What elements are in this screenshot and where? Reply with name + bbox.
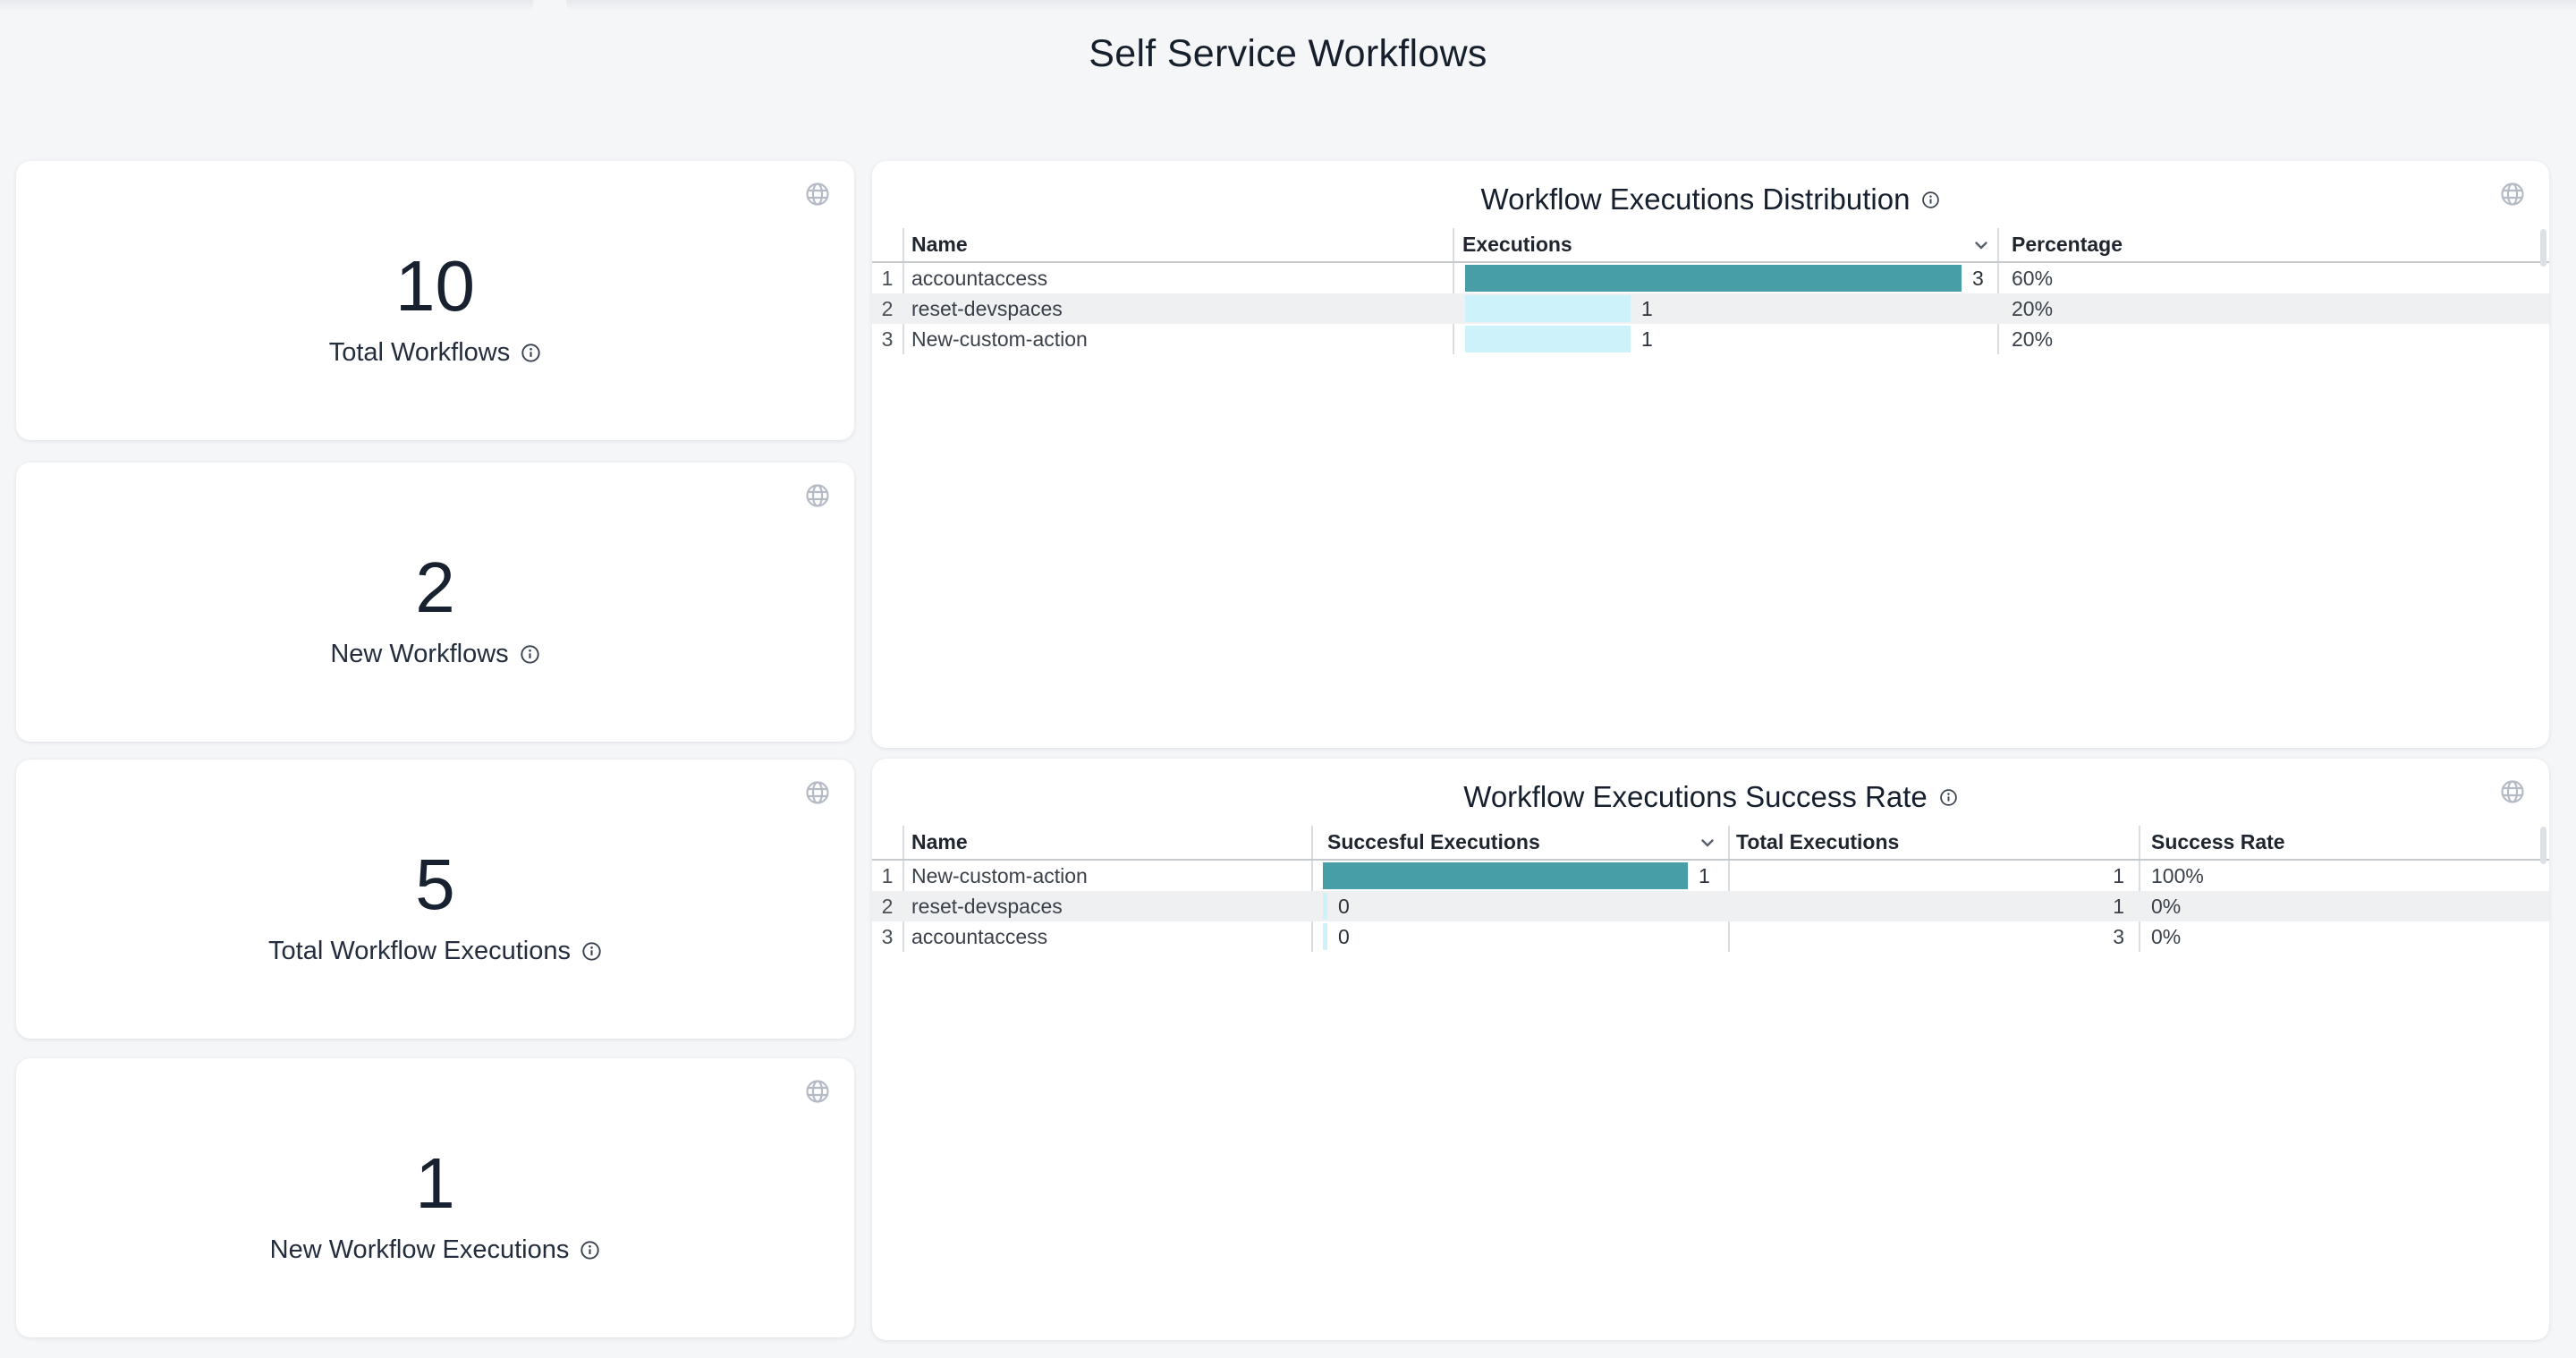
workflow-name: accountaccess (911, 925, 1048, 948)
success-rate-value: 100% (2151, 864, 2204, 887)
bar-value: 1 (1641, 297, 1653, 320)
workflow-name: accountaccess (911, 267, 1048, 290)
panel-title: Workflow Executions Distribution (1480, 182, 1911, 216)
success-rate-value: 0% (2151, 895, 2182, 918)
top-edge-strip (566, 0, 2576, 12)
column-divider (1728, 826, 1730, 952)
stat-value: 5 (415, 845, 455, 924)
stat-card-new-workflow-executions: 1 New Workflow Executions (16, 1058, 854, 1337)
globe-icon (806, 1080, 829, 1103)
percentage-value: 20% (2012, 327, 2054, 351)
row-index: 3 (881, 327, 894, 351)
column-header-executions[interactable]: Executions (1462, 233, 1572, 256)
globe-icon (806, 484, 829, 507)
column-divider (2139, 826, 2140, 952)
total-executions-value: 3 (2113, 925, 2124, 948)
percentage-value: 20% (2012, 297, 2054, 320)
bar-value: 3 (1972, 267, 1984, 290)
successful-executions-bar (1323, 893, 1327, 920)
globe-icon (806, 182, 829, 206)
bar-value: 1 (1641, 327, 1653, 351)
table-row[interactable]: 1 accountaccess 3 60% (872, 263, 2549, 293)
table-row[interactable]: 3 New-custom-action 1 20% (872, 324, 2549, 354)
row-index: 2 (881, 297, 894, 320)
column-divider (1311, 826, 1313, 952)
stat-card-new-workflows: 2 New Workflows (16, 463, 854, 742)
info-icon[interactable] (581, 941, 602, 962)
info-icon[interactable] (520, 644, 540, 665)
row-index: 3 (881, 925, 894, 948)
successful-executions-bar (1323, 862, 1688, 889)
panel-title: Workflow Executions Success Rate (1463, 780, 1928, 813)
row-index: 1 (881, 267, 894, 290)
column-divider (1453, 228, 1454, 354)
column-header-successful-executions[interactable]: Succesful Executions (1327, 830, 1540, 853)
chevron-down-icon[interactable] (1970, 234, 1992, 256)
executions-bar (1465, 326, 1631, 352)
workflow-executions-distribution-panel: Workflow Executions Distribution Name Ex… (872, 161, 2549, 748)
row-index: 1 (881, 864, 894, 887)
header-divider (872, 859, 2549, 861)
percentage-value: 60% (2012, 267, 2054, 290)
chevron-down-icon[interactable] (1697, 832, 1718, 853)
stat-value: 1 (415, 1143, 455, 1223)
stat-card-total-workflows: 10 Total Workflows (16, 161, 854, 440)
executions-bar (1465, 295, 1631, 322)
globe-icon (806, 781, 829, 804)
bar-value: 0 (1338, 895, 1350, 918)
stat-value: 10 (395, 246, 475, 326)
table-row[interactable]: 1 New-custom-action 1 1 100% (872, 861, 2549, 891)
column-header-total-executions[interactable]: Total Executions (1736, 830, 1900, 853)
workflow-name: New-custom-action (911, 864, 1088, 887)
column-header-name[interactable]: Name (911, 233, 968, 256)
successful-executions-bar (1323, 923, 1327, 950)
workflow-executions-success-rate-panel: Workflow Executions Success Rate Name Su… (872, 759, 2549, 1340)
workflow-name: reset-devspaces (911, 895, 1063, 918)
column-divider (902, 228, 904, 354)
header-divider (872, 261, 2549, 263)
workflow-name: New-custom-action (911, 327, 1088, 351)
executions-bar (1465, 265, 1962, 292)
column-divider (1997, 228, 1999, 354)
stat-label: New Workflows (330, 640, 509, 668)
page-title: Self Service Workflows (1089, 32, 1487, 75)
stat-label: Total Workflows (328, 338, 511, 367)
stat-card-total-workflow-executions: 5 Total Workflow Executions (16, 760, 854, 1039)
bar-value: 0 (1338, 925, 1350, 948)
row-index: 2 (881, 895, 894, 918)
stat-label: Total Workflow Executions (268, 937, 571, 965)
bar-value: 1 (1699, 864, 1710, 887)
info-icon[interactable] (1939, 788, 1958, 807)
column-header-name[interactable]: Name (911, 830, 968, 853)
stat-value: 2 (415, 547, 455, 627)
table-scrollbar[interactable] (2540, 229, 2546, 267)
table-row[interactable]: 2 reset-devspaces 0 1 0% (872, 891, 2549, 921)
column-header-success-rate[interactable]: Success Rate (2151, 830, 2285, 853)
total-executions-value: 1 (2113, 864, 2124, 887)
table-row[interactable]: 2 reset-devspaces 1 20% (872, 293, 2549, 324)
info-icon[interactable] (521, 343, 541, 363)
column-divider (902, 826, 904, 952)
success-rate-value: 0% (2151, 925, 2182, 948)
table-row[interactable]: 3 accountaccess 0 3 0% (872, 921, 2549, 952)
info-icon[interactable] (1921, 191, 1940, 209)
workflow-name: reset-devspaces (911, 297, 1063, 320)
stat-label: New Workflow Executions (269, 1235, 570, 1264)
column-header-percentage[interactable]: Percentage (2012, 233, 2123, 256)
table-scrollbar[interactable] (2540, 827, 2546, 864)
total-executions-value: 1 (2113, 895, 2124, 918)
info-icon[interactable] (580, 1240, 600, 1260)
top-edge-strip (0, 0, 533, 12)
